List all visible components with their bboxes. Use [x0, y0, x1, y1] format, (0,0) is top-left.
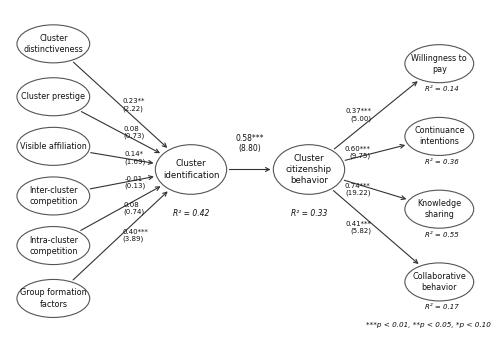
Text: 0.41***
(5.82): 0.41*** (5.82)	[346, 221, 371, 234]
Text: 0.14*
(1.69): 0.14* (1.69)	[124, 151, 146, 165]
Text: ***p < 0.01, **p < 0.05, *p < 0.10: ***p < 0.01, **p < 0.05, *p < 0.10	[366, 322, 491, 328]
Text: Knowledge
sharing: Knowledge sharing	[417, 199, 462, 219]
Text: Willingness to
pay: Willingness to pay	[412, 54, 467, 74]
Text: Cluster
identification: Cluster identification	[163, 159, 219, 180]
Text: Cluster
citizenship
behavior: Cluster citizenship behavior	[286, 154, 332, 185]
Text: 0.60***
(9.75): 0.60*** (9.75)	[344, 146, 370, 159]
Text: R² = 0.55: R² = 0.55	[425, 232, 458, 238]
Ellipse shape	[405, 190, 473, 228]
Text: R² = 0.17: R² = 0.17	[425, 304, 458, 311]
Text: 0.58***
(8.80): 0.58*** (8.80)	[236, 134, 264, 153]
Text: Continuance
intentions: Continuance intentions	[414, 126, 465, 146]
Ellipse shape	[17, 78, 90, 116]
Ellipse shape	[405, 117, 473, 156]
Text: R² = 0.14: R² = 0.14	[425, 86, 458, 92]
Ellipse shape	[405, 45, 473, 83]
Text: -0.01
(0.13): -0.01 (0.13)	[124, 176, 146, 190]
Text: Collaborative
behavior: Collaborative behavior	[412, 272, 466, 292]
Text: 0.74***
(19.22): 0.74*** (19.22)	[344, 183, 370, 197]
Text: Group formation
factors: Group formation factors	[20, 288, 86, 308]
Text: R² = 0.42: R² = 0.42	[173, 209, 209, 218]
Ellipse shape	[17, 279, 90, 317]
Text: R² = 0.33: R² = 0.33	[291, 209, 327, 218]
Ellipse shape	[17, 226, 90, 264]
Text: R² = 0.36: R² = 0.36	[425, 159, 458, 165]
Text: 0.08
(0.73): 0.08 (0.73)	[123, 126, 144, 139]
Text: Cluster prestige: Cluster prestige	[22, 92, 86, 101]
Text: Inter-cluster
competition: Inter-cluster competition	[29, 186, 78, 206]
Ellipse shape	[17, 177, 90, 215]
Text: 0.37***
(5.00): 0.37*** (5.00)	[346, 108, 371, 122]
Ellipse shape	[274, 145, 344, 194]
Text: Visible affiliation: Visible affiliation	[20, 142, 86, 151]
Ellipse shape	[156, 145, 226, 194]
Text: 0.40***
(3.89): 0.40*** (3.89)	[123, 229, 148, 242]
Text: Cluster
distinctiveness: Cluster distinctiveness	[24, 34, 83, 54]
Ellipse shape	[405, 263, 473, 301]
Text: Intra-cluster
competition: Intra-cluster competition	[29, 236, 78, 256]
Ellipse shape	[17, 127, 90, 165]
Ellipse shape	[17, 25, 90, 63]
Text: 0.08
(0.74): 0.08 (0.74)	[123, 202, 144, 215]
Text: 0.23**
(2.22): 0.23** (2.22)	[123, 98, 145, 112]
